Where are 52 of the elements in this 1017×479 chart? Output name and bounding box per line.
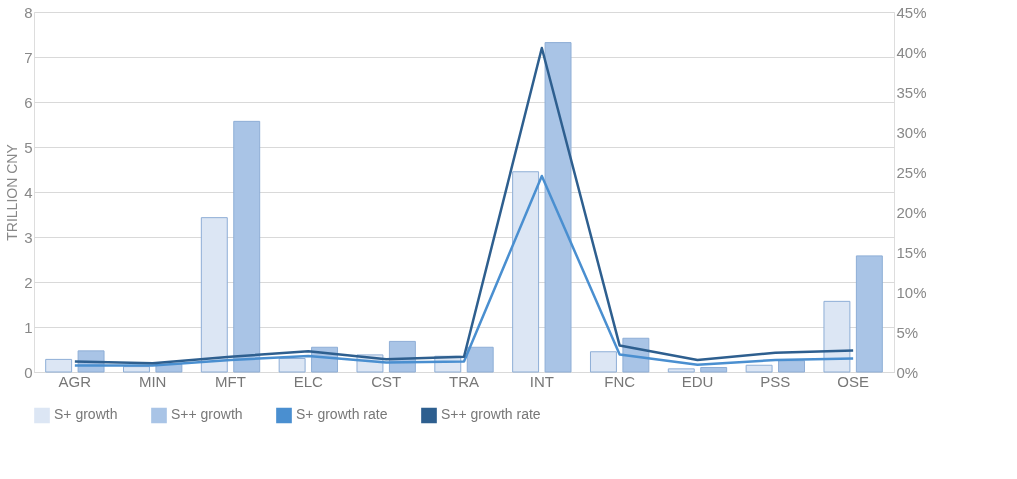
y2-tick-label: 40% [896, 43, 927, 61]
y-tick-label: 1 [24, 318, 33, 336]
y2-tick-label: 10% [896, 283, 927, 301]
bar [589, 351, 617, 373]
y2-tick-label: 45% [896, 3, 927, 21]
y2-tick-label: 25% [896, 163, 927, 181]
x-tick-label: MIN [138, 372, 167, 390]
x-tick-label: AGR [58, 372, 92, 390]
x-tick-label: OSE [837, 372, 869, 390]
bar [233, 120, 261, 373]
y-tick-label: 3 [24, 228, 33, 246]
x-tick-label: INT [529, 372, 554, 390]
y2-tick-label: 20% [896, 203, 927, 221]
x-tick-label: FNC [604, 372, 636, 390]
bar [45, 358, 73, 373]
y-tick-label: 5 [24, 138, 33, 156]
legend-label: S+ growth rate [296, 406, 388, 423]
legend-label: S++ growth [171, 406, 243, 423]
y-tick-label: 8 [24, 3, 33, 21]
bar [745, 364, 773, 373]
line-series [73, 46, 855, 365]
y2-tick-label: 35% [896, 83, 927, 101]
bar [855, 255, 883, 373]
legend-label: S+ growth [54, 406, 118, 423]
y2-tick-label: 0% [896, 363, 919, 381]
bar [823, 300, 851, 373]
y2-tick-label: 30% [896, 123, 927, 141]
y2-tick-label: 5% [896, 323, 919, 341]
x-tick-label: MFT [215, 372, 246, 390]
bar [123, 366, 150, 373]
bar [512, 171, 540, 373]
bar [700, 367, 728, 373]
x-tick-label: CST [371, 372, 402, 390]
y-tick-label: 0 [24, 363, 33, 381]
y-tick-label: 6 [24, 93, 33, 111]
bar [466, 346, 494, 373]
x-tick-label: TRA [449, 372, 479, 390]
y2-tick-label: 15% [896, 243, 927, 261]
y-tick-label: 2 [24, 273, 33, 291]
bar [667, 368, 695, 373]
y-tick-label: 4 [24, 183, 33, 201]
x-tick-label: EDU [681, 372, 714, 390]
x-tick-label: ELC [293, 372, 324, 390]
bar [200, 217, 228, 373]
y-axis-title: TRILLION CNY [4, 143, 21, 241]
legend-label: S++ growth rate [441, 406, 541, 423]
bar [778, 360, 805, 373]
y-tick-label: 7 [24, 48, 33, 66]
bar [278, 358, 306, 373]
x-tick-label: PSS [760, 372, 791, 390]
line-series [73, 174, 855, 367]
bar [544, 42, 572, 373]
